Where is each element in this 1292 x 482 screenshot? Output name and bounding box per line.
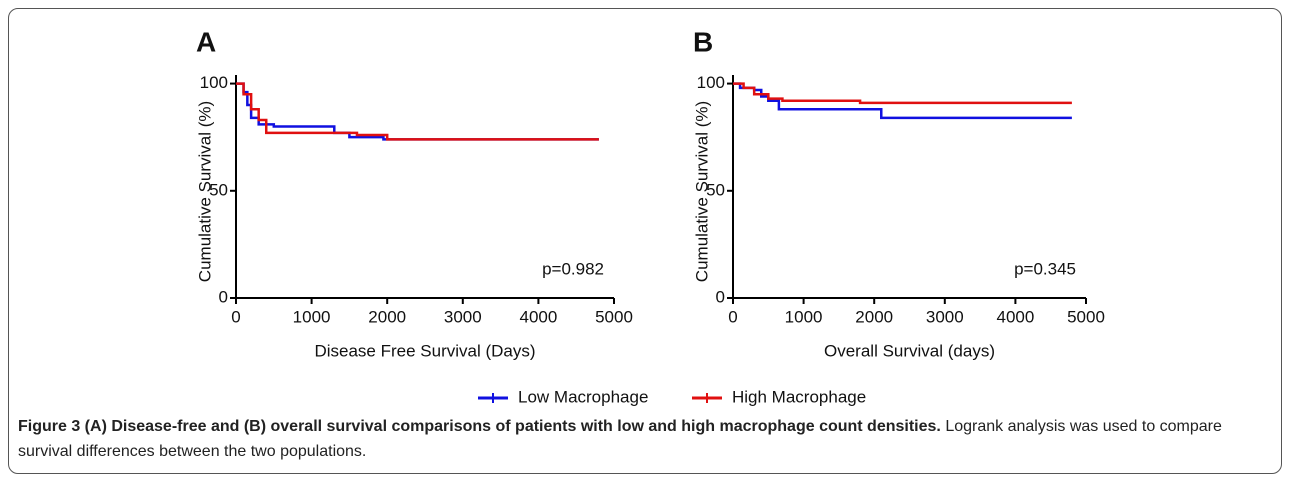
y-tick-label: 50	[209, 180, 228, 199]
survival-curve	[236, 82, 599, 141]
survival-curve	[733, 82, 1072, 105]
panel-label: A	[196, 26, 216, 57]
x-tick-label: 1000	[293, 307, 331, 326]
annotation: p=0.982	[542, 259, 604, 278]
x-tick-label: 5000	[1067, 307, 1105, 326]
caption: Figure 3 (A) Disease-free and (B) overal…	[18, 414, 1268, 464]
x-tick-label: 2000	[855, 307, 893, 326]
x-axis-label: Overall Survival (days)	[824, 341, 995, 360]
y-tick-label: 0	[716, 287, 725, 306]
x-tick-label: 3000	[444, 307, 482, 326]
figure-frame	[8, 8, 1282, 474]
y-tick-label: 100	[697, 73, 725, 92]
y-tick-label: 50	[706, 180, 725, 199]
x-axis-label: Disease Free Survival (Days)	[314, 341, 535, 360]
y-tick-label: 0	[219, 287, 228, 306]
x-tick-label: 3000	[926, 307, 964, 326]
panel-label: B	[693, 26, 713, 57]
legend-label: High Macrophage	[732, 387, 866, 406]
x-tick-label: 4000	[996, 307, 1034, 326]
x-tick-label: 1000	[785, 307, 823, 326]
x-tick-label: 0	[728, 307, 737, 326]
survival-curve	[236, 82, 599, 141]
x-tick-label: 4000	[519, 307, 557, 326]
y-axis-label: Cumulative Survival (%)	[195, 101, 214, 282]
caption-title: Figure 3 (A) Disease-free and (B) overal…	[18, 418, 941, 435]
x-tick-label: 0	[231, 307, 240, 326]
annotation: p=0.345	[1014, 259, 1076, 278]
y-tick-label: 100	[200, 73, 228, 92]
legend-label: Low Macrophage	[518, 387, 648, 406]
x-tick-label: 5000	[595, 307, 633, 326]
x-tick-label: 2000	[368, 307, 406, 326]
y-axis-label: Cumulative Survival (%)	[692, 101, 711, 282]
caption-text: Logrank analysis was used to compare sur…	[18, 418, 1222, 460]
